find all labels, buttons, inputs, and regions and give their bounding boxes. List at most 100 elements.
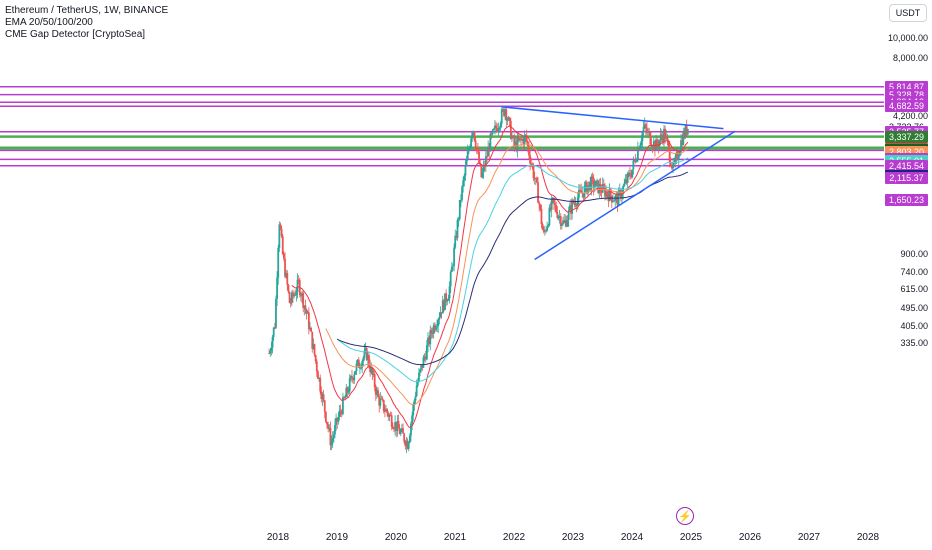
candle-body [288,291,291,303]
cme-gap-indicator-label[interactable]: CME Gap Detector [CryptoSea] [5,29,146,40]
candle-body [686,128,689,135]
candle-body [286,273,289,285]
candle-body [321,394,324,400]
candle-body [677,155,680,159]
candle-body [482,165,485,173]
candle-body [635,160,638,162]
candle-body [621,193,623,198]
time-tick-label: 2025 [679,532,703,543]
candle-body [352,378,355,381]
candle-body [416,381,419,386]
candle-body [600,190,603,193]
candle-body [302,292,305,308]
candle-body [407,442,410,449]
candle-body [335,418,337,425]
candle-body [495,125,497,129]
candle-body [453,247,455,266]
candle-body [562,220,564,225]
chart-pane[interactable]: Ethereum / TetherUS, 1W, BINANCE EMA 20/… [0,0,884,526]
price-tick-label: 405.00 [900,321,928,332]
candle-body [390,415,393,427]
candle-body [349,376,352,379]
candle-body [685,125,688,135]
candle-body [401,428,403,431]
candle-body [461,186,463,200]
candle-body [455,235,458,239]
candle-body [364,348,367,351]
candle-body [634,159,637,162]
candle-body [683,131,686,138]
candle-body [592,178,595,189]
candle-body [480,164,483,178]
candle-body [578,189,580,198]
candle-body [342,397,344,415]
candle-body [442,300,445,311]
price-level-tag: 3,337.29 [885,130,928,143]
candle-body [339,410,342,412]
candle-body [361,361,364,368]
candle-body [505,109,508,121]
candle-body [680,140,682,152]
candle-body [566,219,569,227]
candle-body [292,292,294,297]
candle-body [497,128,500,132]
candle-body [538,202,541,205]
candle-body [644,124,647,129]
candle-body [646,128,648,133]
candle-body [537,182,539,203]
candle-body [639,145,642,151]
candle-body [344,397,347,399]
candle-body [511,136,513,139]
candle-body [285,273,288,277]
candle-body [619,189,622,198]
candle-body [369,366,372,373]
candle-body [590,176,593,190]
candle-body [327,424,330,429]
candle-body [525,135,528,142]
candle-body [682,131,685,145]
candle-body [490,133,493,135]
candle-body [283,254,285,259]
candle-body [366,355,369,361]
currency-button[interactable]: USDT [889,4,927,22]
ema-indicator-label[interactable]: EMA 20/50/100/200 [5,17,93,28]
lightning-icon[interactable]: ⚡ [676,507,694,525]
time-tick-label: 2026 [738,532,762,543]
candle-body [512,136,514,138]
candle-body [663,128,665,143]
candle-body [438,317,441,320]
symbol-title[interactable]: Ethereum / TetherUS, 1W, BINANCE [5,5,169,16]
candle-body [343,397,345,399]
candle-body [571,200,573,214]
price-axis[interactable]: 10,000.00 8,000.00 4,200.00 900.00 740.00 615… [884,0,932,526]
candle-body [331,437,334,442]
candle-body [391,426,394,429]
time-tick-label: 2023 [561,532,585,543]
candle-body [423,356,426,358]
candle-body [648,131,651,133]
candle-body [427,337,429,346]
candle-body [554,203,556,206]
candle-body [360,367,362,369]
candle-body [374,387,377,395]
candle-body [338,410,341,417]
candle-body [317,371,319,379]
candle-body [484,156,487,167]
candle-body [604,187,606,197]
candle-body [496,128,499,132]
candle-body [347,391,350,393]
candle-body [536,177,538,183]
time-axis[interactable]: 2018 2019 2020 2021 2022 2023 2024 2025 2026 2027… [0,526,884,550]
candle-body [580,190,583,194]
candle-body [596,180,598,182]
candle-body [306,312,309,314]
candle-body [348,378,351,392]
candle-body [469,146,471,150]
candle-body [589,181,592,190]
price-chart[interactable] [0,0,884,526]
price-level-tag: 4,682.59 [885,100,928,113]
candle-body [385,409,387,412]
candle-body [467,149,470,152]
ema-200-line [337,171,689,366]
time-tick-label: 2022 [502,532,526,543]
